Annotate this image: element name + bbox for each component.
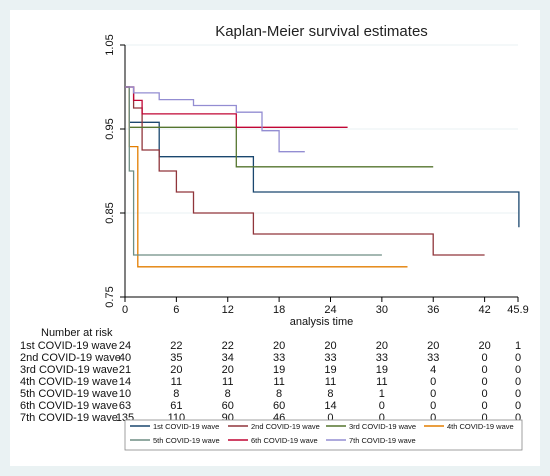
risk-cell: 0 [430,376,436,388]
x-tick-label: 6 [173,304,179,316]
risk-cell: 10 [119,388,131,400]
risk-cell: 0 [515,364,521,376]
risk-cell: 0 [515,388,521,400]
legend-label-6: 6th COVID-19 wave [251,436,318,445]
risk-cell: 11 [171,376,182,388]
risk-row-label: 7th COVID-19 wave [20,412,118,424]
risk-cell: 0 [515,400,521,412]
risk-cell: 20 [478,340,490,352]
risk-row-label: 6th COVID-19 wave [20,400,118,412]
risk-cell: 33 [427,352,439,364]
risk-cell: 20 [324,340,336,352]
risk-cell: 0 [482,388,488,400]
risk-cell: 33 [324,352,336,364]
risk-cell: 11 [222,376,233,388]
risk-cell: 0 [327,412,333,424]
legend-label-4: 4th COVID-19 wave [447,422,514,431]
risk-cell: 21 [119,364,131,376]
risk-cell: 60 [273,400,285,412]
x-tick-label: 0 [122,304,128,316]
legend-label-1: 1st COVID-19 wave [153,422,219,431]
legend-label-7: 7th COVID-19 wave [349,436,416,445]
risk-cell: 40 [119,352,131,364]
x-tick-label: 36 [427,304,439,316]
risk-cell: 8 [276,388,282,400]
risk-cell: 0 [482,400,488,412]
legend-label-3: 3rd COVID-19 wave [349,422,416,431]
risk-cell: 0 [482,352,488,364]
risk-row-label: 5th COVID-19 wave [20,388,118,400]
risk-row-label: 3rd COVID-19 wave [20,364,118,376]
risk-cell: 33 [376,352,388,364]
risk-cell: 20 [170,364,182,376]
risk-cell: 22 [222,340,234,352]
risk-row-label: 4th COVID-19 wave [20,376,118,388]
risk-cell: 8 [225,388,231,400]
risk-cell: 22 [170,340,182,352]
risk-cell: 0 [430,388,436,400]
legend-label-2: 2nd COVID-19 wave [251,422,320,431]
x-tick-label: 45.9 [507,304,528,316]
risk-cell: 0 [379,400,385,412]
risk-cell: 20 [273,340,285,352]
y-tick-label: 0.95 [104,118,116,139]
x-axis-label: analysis time [290,316,354,328]
risk-cell: 11 [325,376,336,388]
x-tick-label: 42 [478,304,490,316]
legend-label-5: 5th COVID-19 wave [153,436,220,445]
risk-row-label: 2nd COVID-19 wave [20,352,121,364]
chart-title: Kaplan-Meier survival estimates [215,23,428,40]
risk-row-label: 1st COVID-19 wave [20,340,117,352]
risk-cell: 0 [430,412,436,424]
risk-cell: 4 [430,364,436,376]
risk-cell: 1 [515,340,521,352]
risk-cell: 0 [482,364,488,376]
risk-cell: 33 [273,352,285,364]
series-line-2 [125,86,485,256]
risk-cell: 19 [324,364,336,376]
series-line-7 [125,86,305,153]
risk-cell: 63 [119,400,131,412]
risk-cell: 19 [376,364,388,376]
y-tick-label: 1.05 [104,34,116,55]
risk-cell: 14 [119,376,131,388]
risk-cell: 8 [173,388,179,400]
risk-cell: 0 [515,412,521,424]
risk-cell: 0 [515,352,521,364]
risk-cell: 19 [273,364,285,376]
risk-cell: 34 [222,352,234,364]
risk-cell: 24 [119,340,131,352]
x-tick-label: 18 [273,304,285,316]
x-tick-label: 12 [222,304,234,316]
risk-cell: 0 [430,400,436,412]
y-tick-label: 0.75 [104,286,116,307]
risk-cell: 14 [324,400,336,412]
risk-cell: 35 [170,352,182,364]
risk-cell: 60 [222,400,234,412]
risk-cell: 11 [273,376,284,388]
y-tick-label: 0.85 [104,202,116,223]
risk-cell: 0 [482,376,488,388]
legend-box [124,419,523,451]
risk-cell: 0 [482,412,488,424]
risk-cell: 0 [379,412,385,424]
risk-cell: 0 [515,376,521,388]
risk-cell: 20 [427,340,439,352]
risk-cell: 1 [379,388,385,400]
x-tick-label: 24 [324,304,336,316]
risk-cell: 20 [376,340,388,352]
plot-area [125,45,518,297]
risk-cell: 20 [222,364,234,376]
risk-cell: 61 [170,400,182,412]
risk-cell: 8 [327,388,333,400]
risk-table-title: Number at risk [41,327,113,339]
x-tick-label: 30 [376,304,388,316]
risk-cell: 11 [376,376,387,388]
